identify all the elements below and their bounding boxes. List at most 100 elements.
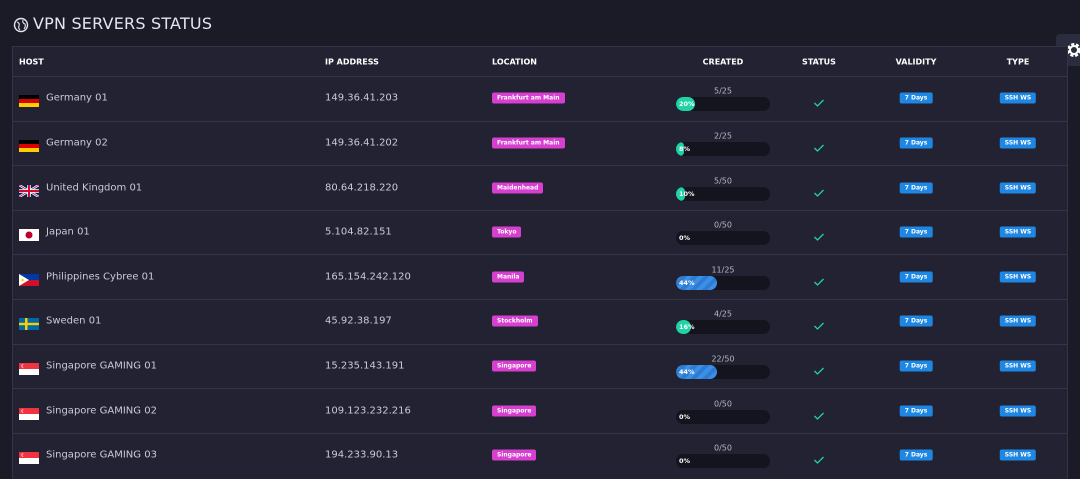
flag-graphic	[19, 362, 39, 375]
location-badge: Frankfurt am Main	[492, 137, 565, 149]
check-icon	[814, 367, 824, 375]
row-divider	[13, 120, 1067, 122]
row-divider	[13, 165, 1067, 167]
host-name: Germany 01	[46, 92, 108, 104]
progress-label: 0%	[679, 457, 691, 466]
type-badge: SSH WS	[999, 137, 1037, 149]
check-icon	[814, 322, 824, 331]
host-name: Japan 01	[46, 226, 90, 238]
host-name: Singapore GAMING 03	[46, 449, 157, 461]
country-flag	[19, 405, 39, 420]
location-badge: Singapore	[492, 360, 537, 372]
row-divider	[13, 432, 1067, 434]
header-divider	[13, 76, 1067, 77]
ip-address: 149.36.41.202	[325, 137, 399, 149]
progress-label: 44%	[679, 367, 695, 376]
country-flag	[19, 315, 39, 331]
host-name: Sweden 01	[46, 315, 102, 327]
flag-graphic	[19, 95, 39, 108]
column-header: STATUS	[802, 57, 836, 66]
progress-label: 0%	[679, 412, 691, 421]
progress-track: 0%	[676, 454, 770, 469]
ip-address: 80.64.218.220	[325, 182, 399, 193]
location-badge: Stockholm	[492, 315, 538, 327]
status-check	[813, 227, 825, 242]
validity-badge: 7 Days	[899, 137, 933, 149]
check-icon	[814, 99, 824, 108]
ip-address: 165.154.242.120	[325, 271, 411, 283]
page-title: VPN SERVERS STATUS	[33, 14, 213, 33]
check-icon	[814, 189, 824, 197]
country-flag	[19, 271, 39, 286]
flag-graphic	[18, 183, 40, 198]
ip-address: 149.36.41.203	[325, 92, 399, 104]
host-name: United Kingdom 01	[46, 182, 143, 193]
progress-track: 0%	[676, 231, 770, 246]
host-name: Germany 02	[46, 137, 108, 149]
progress-track: 10%	[676, 186, 770, 201]
validity-badge: 7 Days	[899, 360, 933, 372]
flag-graphic	[19, 139, 39, 152]
row-divider	[13, 343, 1067, 345]
progress-track: 0%	[676, 409, 770, 424]
status-check	[813, 272, 825, 286]
progress-fill	[676, 275, 718, 290]
progress-fill	[676, 97, 695, 112]
progress-label: 44%	[679, 278, 695, 287]
column-header: LOCATION	[492, 57, 537, 66]
country-flag	[18, 182, 40, 198]
type-badge: SSH WS	[999, 92, 1037, 104]
validity-badge: 7 Days	[899, 449, 933, 461]
location-badge: Frankfurt am Main	[492, 92, 565, 104]
column-header: CREATED	[702, 57, 744, 66]
created-count: 0/50	[714, 399, 732, 408]
created-count: 11/25	[711, 265, 735, 275]
progress-label: 10%	[679, 189, 695, 198]
progress-track: 44%	[676, 275, 770, 290]
status-check	[813, 316, 825, 331]
check-icon	[814, 456, 824, 465]
created-count: 0/50	[714, 220, 732, 230]
type-badge: SSH WS	[999, 360, 1037, 372]
check-icon	[814, 278, 824, 286]
status-check	[813, 183, 825, 197]
ip-address: 15.235.143.191	[325, 360, 405, 372]
progress-label: 0%	[679, 234, 691, 243]
status-check	[813, 138, 825, 152]
type-badge: SSH WS	[999, 315, 1037, 327]
country-flag	[19, 137, 39, 152]
progress-fill	[676, 141, 684, 156]
title-icon	[13, 17, 29, 33]
location-badge: Manila	[492, 271, 525, 283]
validity-badge: 7 Days	[899, 182, 933, 193]
status-check	[813, 361, 825, 375]
progress-label: 8%	[679, 144, 691, 153]
flag-graphic	[19, 229, 39, 242]
status-check	[813, 450, 825, 465]
flag-graphic	[19, 273, 39, 286]
status-check	[813, 93, 825, 108]
location-badge: Tokyo	[492, 226, 522, 238]
progress-track: 16%	[676, 320, 770, 335]
progress-label: 20%	[679, 100, 695, 109]
type-badge: SSH WS	[999, 226, 1037, 238]
ip-address: 45.92.38.197	[325, 315, 392, 327]
location-badge: Maidenhead	[492, 182, 544, 193]
progress-fill	[676, 186, 686, 201]
ip-address: 5.104.82.151	[325, 226, 392, 238]
column-header: HOST	[19, 57, 44, 66]
created-count: 4/25	[714, 309, 732, 319]
country-flag	[19, 449, 39, 465]
row-divider	[13, 388, 1067, 390]
host-name: Singapore GAMING 01	[46, 360, 157, 372]
created-count: 5/50	[714, 176, 732, 185]
host-name: Philippines Cybree 01	[46, 271, 155, 283]
row-divider	[13, 209, 1067, 211]
check-icon	[814, 144, 824, 152]
type-badge: SSH WS	[999, 182, 1037, 193]
ip-address: 194.233.90.13	[325, 449, 399, 461]
host-name: Singapore GAMING 02	[46, 405, 157, 416]
progress-track: 8%	[676, 141, 770, 156]
country-flag	[19, 360, 39, 375]
